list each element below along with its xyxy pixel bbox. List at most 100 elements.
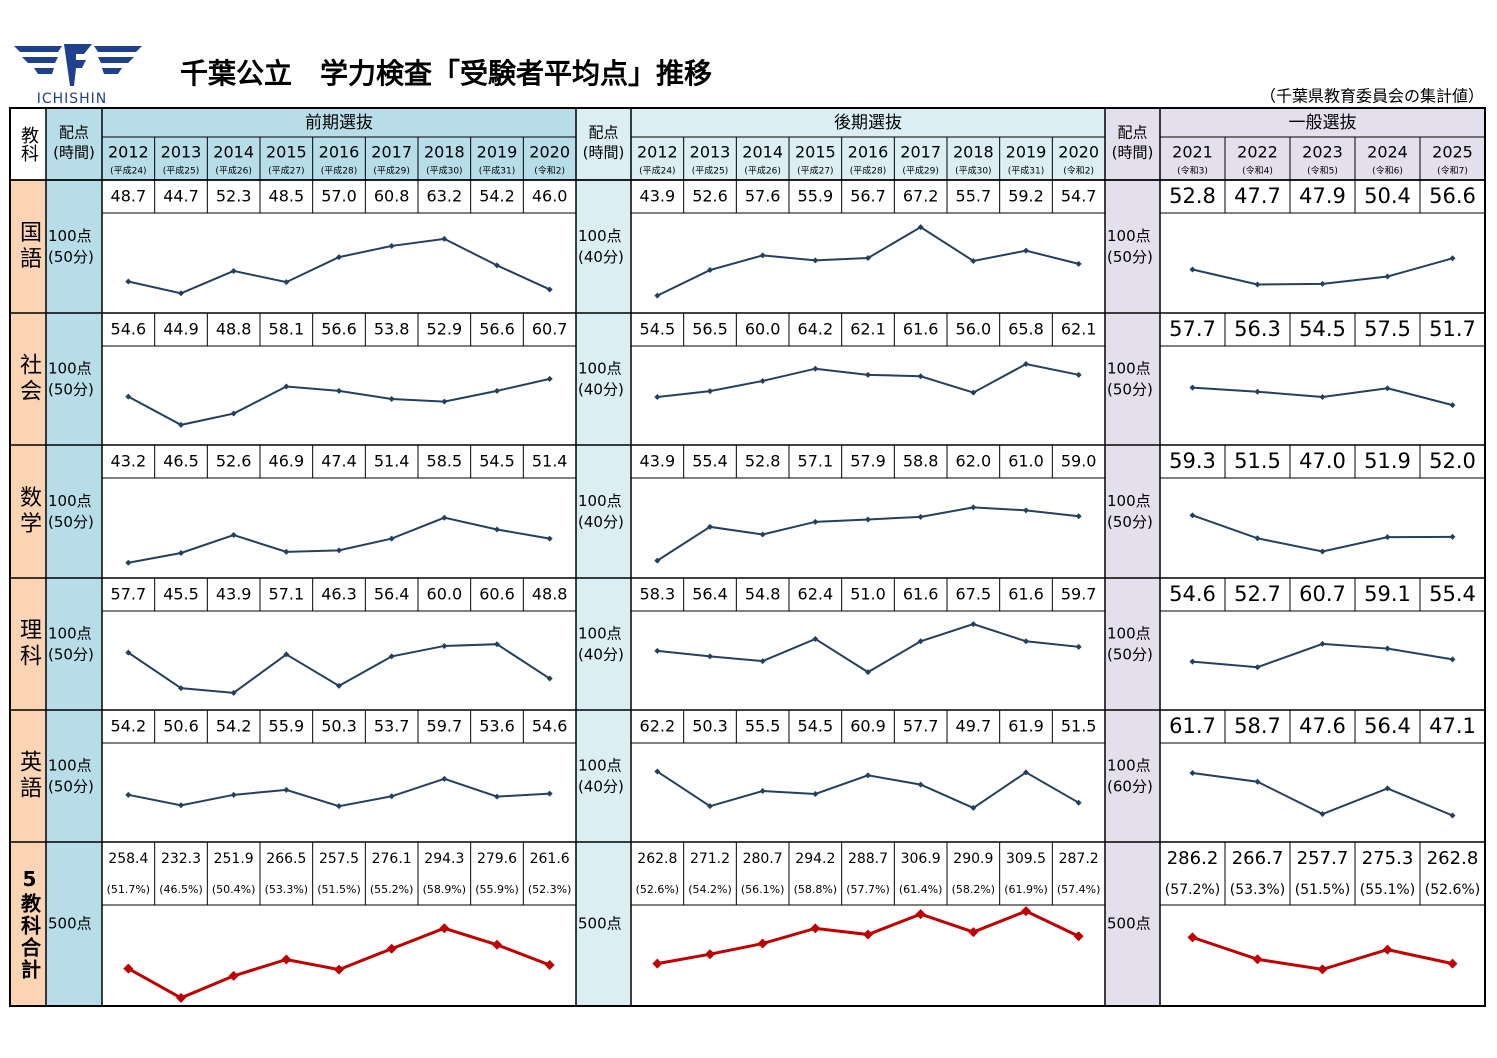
points: 100点 <box>1107 492 1151 510</box>
point <box>1023 638 1029 645</box>
point <box>812 518 819 525</box>
value: 57.9 <box>850 452 886 471</box>
percent: (52.3%) <box>528 883 572 896</box>
percent: (52.6%) <box>636 883 680 896</box>
point <box>441 514 448 521</box>
point <box>494 793 500 800</box>
value: 57.5 <box>1364 317 1411 341</box>
points: 100点 <box>578 625 622 643</box>
point <box>494 526 500 533</box>
year: 2015 <box>795 143 836 162</box>
value: 60.7 <box>532 320 568 339</box>
percent: (58.9%) <box>423 883 467 896</box>
value: 54.8 <box>745 585 781 604</box>
point <box>336 547 342 554</box>
point <box>705 949 715 960</box>
year: 2019 <box>1006 143 1047 162</box>
value: 54.6 <box>111 320 147 339</box>
point <box>1319 811 1326 818</box>
subject: 国語 <box>16 221 42 273</box>
point <box>1384 534 1391 541</box>
value: 62.2 <box>640 717 676 736</box>
point <box>492 939 502 950</box>
time: (50分) <box>1107 248 1153 266</box>
point <box>230 791 237 798</box>
alloc-header: 配点 <box>59 124 89 142</box>
value: 61.7 <box>1169 714 1216 738</box>
point <box>1189 512 1196 519</box>
subject: 社会 <box>16 353 42 405</box>
value: 47.7 <box>1234 184 1281 208</box>
era: (平成27) <box>797 165 833 177</box>
value: 57.7 <box>111 585 147 604</box>
point <box>707 267 713 274</box>
point <box>1254 664 1261 671</box>
value: 61.9 <box>1008 717 1044 736</box>
point <box>1252 954 1263 965</box>
value: 65.8 <box>1008 320 1044 339</box>
value: 60.0 <box>427 585 463 604</box>
point <box>494 641 500 648</box>
value: 55.9 <box>798 187 834 206</box>
year: 2019 <box>477 143 518 162</box>
value: 251.9 <box>214 851 254 867</box>
point <box>125 559 132 566</box>
point <box>230 267 237 274</box>
era: (平成28) <box>850 165 886 177</box>
value: 262.8 <box>637 851 677 867</box>
value: 54.2 <box>479 187 515 206</box>
value: 258.4 <box>108 851 148 867</box>
value: 58.1 <box>269 320 305 339</box>
points: 100点 <box>48 625 92 643</box>
point <box>1075 643 1082 650</box>
frame <box>9 107 1486 1007</box>
value: 276.1 <box>372 851 412 867</box>
point <box>1384 385 1391 392</box>
value: 55.5 <box>745 717 781 736</box>
point <box>439 923 450 934</box>
point <box>230 689 237 696</box>
point <box>178 802 184 809</box>
trend-line <box>127 377 550 426</box>
point <box>1254 535 1261 542</box>
value: 49.7 <box>956 717 992 736</box>
point <box>1449 402 1456 409</box>
value: 43.9 <box>640 187 676 206</box>
point <box>283 383 290 390</box>
alloc-column <box>46 108 102 1006</box>
value: 51.7 <box>1429 317 1476 341</box>
era: (平成28) <box>321 165 357 177</box>
year: 2018 <box>424 143 465 162</box>
value: 52.8 <box>745 452 781 471</box>
point <box>230 410 237 417</box>
point <box>1384 645 1391 652</box>
value: 45.5 <box>163 585 199 604</box>
value: 60.8 <box>374 187 410 206</box>
trend-line <box>1192 257 1453 286</box>
point <box>654 768 661 775</box>
time: (50分) <box>48 778 94 796</box>
value: 43.2 <box>111 452 147 471</box>
year: 2022 <box>1237 143 1278 162</box>
alloc-header: 配点 <box>1117 124 1147 142</box>
point <box>865 669 871 676</box>
era: (平成26) <box>744 165 780 177</box>
value: 55.4 <box>1429 582 1476 606</box>
year: 2017 <box>371 143 412 162</box>
point <box>707 523 713 530</box>
point <box>178 550 184 556</box>
point <box>441 642 448 649</box>
points: 100点 <box>1107 360 1151 378</box>
point <box>863 929 873 940</box>
point <box>1075 371 1082 378</box>
point <box>1189 769 1196 776</box>
point <box>125 791 132 798</box>
point <box>917 513 924 520</box>
point <box>759 252 766 259</box>
point <box>283 279 290 286</box>
trend-line <box>128 777 550 808</box>
value: 232.3 <box>161 851 201 867</box>
logo: ICHISHIN <box>14 44 142 107</box>
point <box>1023 769 1029 776</box>
point <box>917 781 924 788</box>
